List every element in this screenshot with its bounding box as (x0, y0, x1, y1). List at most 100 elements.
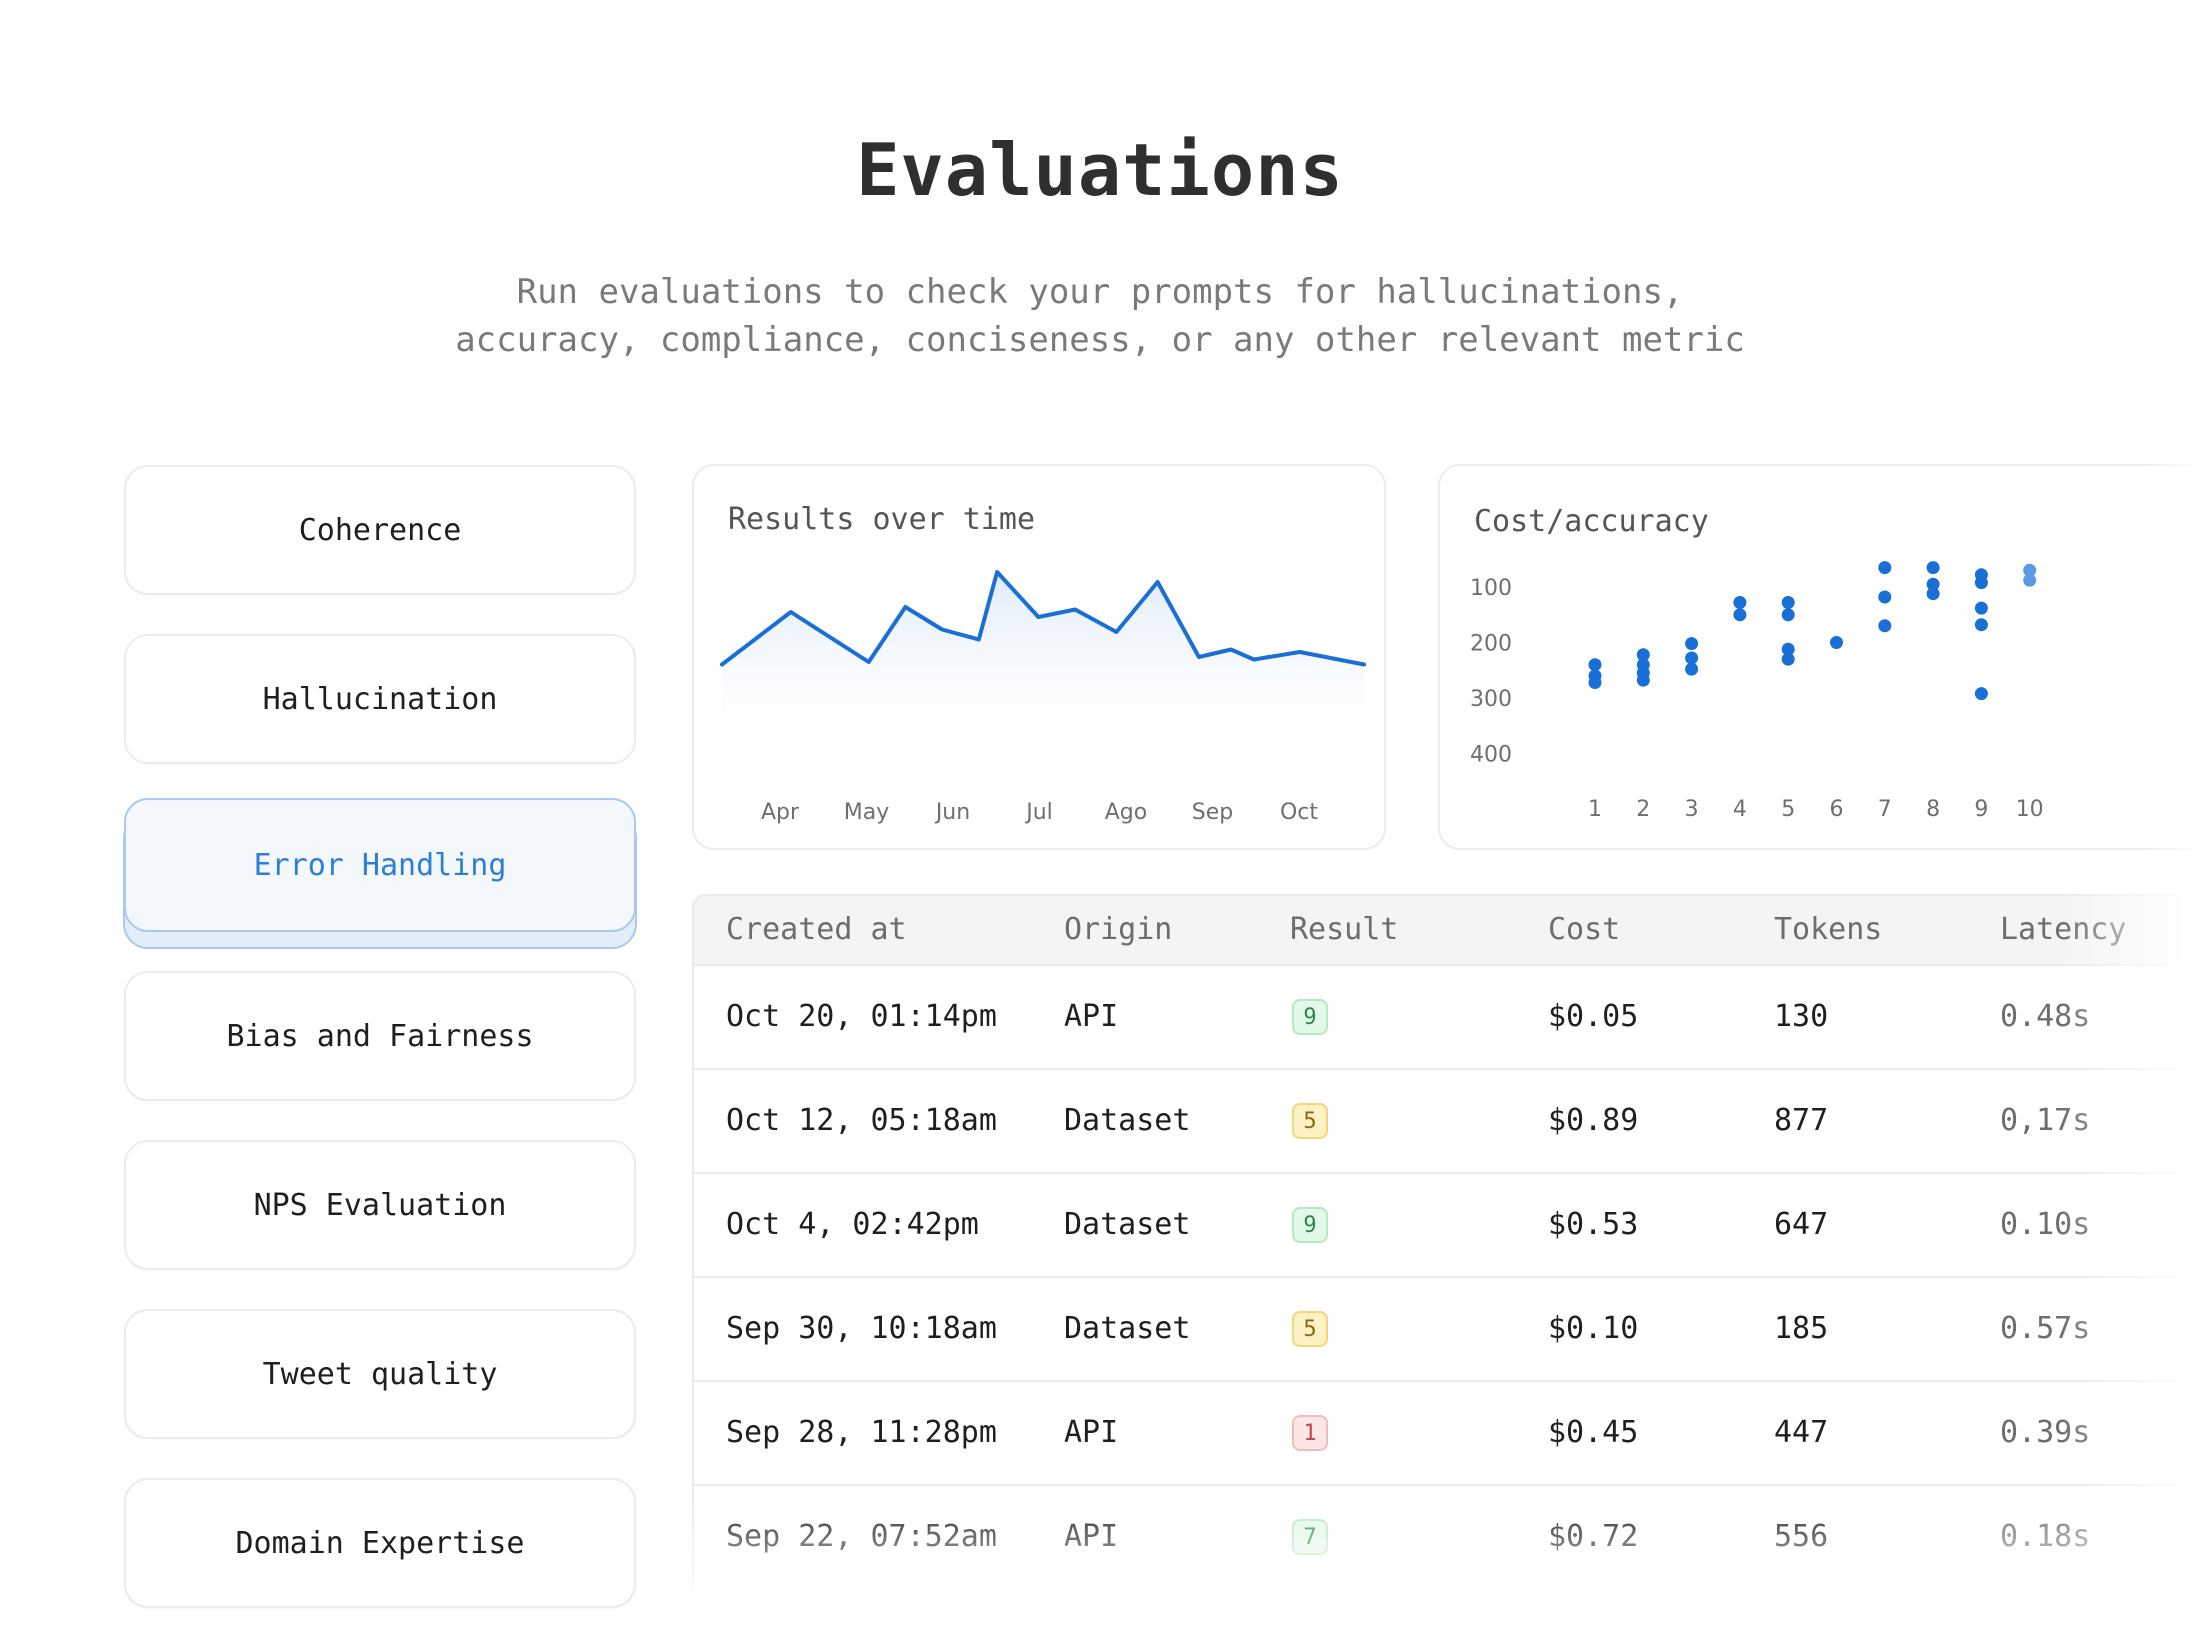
x-tick-label: Jun (934, 800, 970, 825)
result-badge: 7 (1292, 1519, 1328, 1555)
header-tokens[interactable]: Tokens (1774, 912, 1883, 947)
x-tick-label: 9 (1974, 797, 1988, 822)
scatter-point[interactable] (1733, 608, 1747, 622)
cell-created-at: Sep 28, 11:28pm (726, 1415, 997, 1450)
table-row[interactable]: Sep 30, 10:18am Dataset 5 $0.10 185 0.57… (692, 1278, 2200, 1382)
scatter-point[interactable] (1781, 596, 1795, 609)
scatter-point[interactable] (1733, 596, 1747, 609)
scatter-point[interactable] (2023, 563, 2037, 577)
scatter-point[interactable] (1974, 576, 1988, 590)
cell-cost: $0.72 (1548, 1519, 1639, 1554)
header-latency[interactable]: Latency (2000, 912, 2127, 947)
scatter-point[interactable] (1878, 590, 1892, 604)
x-tick-label: 8 (1926, 797, 1940, 822)
x-tick-label: 2 (1636, 797, 1650, 822)
eval-item-hallucination[interactable]: Hallucination (124, 634, 636, 764)
x-tick-label: 5 (1781, 797, 1795, 822)
header-origin[interactable]: Origin (1064, 912, 1173, 947)
cell-latency: 0.10s (2000, 1207, 2091, 1242)
x-tick-label: 6 (1830, 797, 1844, 822)
scatter-point[interactable] (1636, 673, 1650, 687)
scatter-point[interactable] (1685, 637, 1699, 651)
eval-item-label: Hallucination (262, 681, 498, 717)
scatter-point[interactable] (1926, 587, 1940, 601)
cell-cost: $0.10 (1548, 1311, 1639, 1346)
x-tick-label: Apr (761, 800, 800, 825)
scatter-point[interactable] (1781, 608, 1795, 622)
scatter-point[interactable] (2023, 573, 2037, 587)
x-tick-label: Sep (1192, 800, 1233, 825)
header-created-at[interactable]: Created at (726, 912, 907, 947)
scatter-point[interactable] (1781, 652, 1795, 666)
cell-origin: API (1064, 999, 1119, 1034)
x-tick-label: Jul (1024, 800, 1053, 825)
cell-cost: $0.45 (1548, 1415, 1639, 1450)
results-over-time-card: Results over time Apr May Jun Jul Ago Sep Oct (692, 464, 1386, 850)
eval-item-coherence[interactable]: Coherence (124, 465, 636, 595)
x-tick-label: 10 (2016, 797, 2044, 822)
scatter-point[interactable] (1685, 651, 1699, 665)
result-badge: 5 (1292, 1103, 1328, 1139)
cell-cost: $0.05 (1548, 999, 1639, 1034)
cell-tokens: 185 (1774, 1311, 1829, 1346)
cell-created-at: Sep 30, 10:18am (726, 1311, 997, 1346)
cell-tokens: 877 (1774, 1103, 1829, 1138)
x-tick-label: Ago (1105, 800, 1147, 825)
y-tick-label: 400 (1470, 743, 1512, 768)
eval-item-label: Error Handling (253, 847, 507, 883)
x-tick-label: 7 (1878, 797, 1892, 822)
scatter-chart-title: Cost/accuracy (1474, 504, 1709, 539)
cell-latency: 0.57s (2000, 1311, 2091, 1346)
evaluation-results-table: Created at Origin Result Cost Tokens Lat… (692, 894, 2200, 1642)
x-tick-label: 1 (1588, 797, 1602, 822)
x-tick-label: 3 (1685, 797, 1699, 822)
scatter-point[interactable] (1974, 601, 1988, 615)
scatter-point[interactable] (1588, 658, 1602, 672)
eval-item-error-handling[interactable]: Error Handling (124, 798, 636, 932)
result-badge: 9 (1292, 1207, 1328, 1243)
cell-tokens: 647 (1774, 1207, 1829, 1242)
scatter-point[interactable] (1878, 619, 1892, 633)
scatter-point[interactable] (1781, 642, 1795, 656)
results-line-chart: Apr May Jun Jul Ago Sep Oct (720, 570, 1366, 825)
subtitle-line-1: Run evaluations to check your prompts fo… (516, 272, 1684, 312)
scatter-point[interactable] (1974, 618, 1988, 632)
header-result[interactable]: Result (1290, 912, 1399, 947)
cost-accuracy-card: Cost/accuracy 100 200 300 400 1 2 3 4 5 6 7 8 9 10 (1438, 464, 2200, 850)
scatter-point[interactable] (1830, 636, 1843, 649)
cell-latency: 0.39s (2000, 1415, 2091, 1450)
x-tick-label: Oct (1280, 800, 1318, 825)
results-series-line (720, 570, 1366, 667)
scatter-point[interactable] (1636, 648, 1650, 662)
result-badge: 1 (1292, 1415, 1328, 1451)
scatter-point[interactable] (1878, 561, 1892, 575)
eval-item-nps-evaluation[interactable]: NPS Evaluation (124, 1140, 636, 1270)
scatter-point[interactable] (1926, 561, 1940, 575)
cost-accuracy-scatter-chart: 100 200 300 400 1 2 3 4 5 6 7 8 9 10 (1470, 561, 2044, 822)
cell-tokens: 447 (1774, 1415, 1829, 1450)
results-chart-title: Results over time (728, 502, 1036, 537)
table-header: Created at Origin Result Cost Tokens Lat… (692, 894, 2200, 966)
eval-item-tweet-quality[interactable]: Tweet quality (124, 1309, 636, 1439)
cell-tokens: 130 (1774, 999, 1829, 1034)
cell-created-at: Oct 12, 05:18am (726, 1103, 997, 1138)
cell-latency: 0.18s (2000, 1519, 2091, 1554)
x-tick-label: 4 (1733, 797, 1747, 822)
eval-item-domain-expertise[interactable]: Domain Expertise (124, 1478, 636, 1608)
scatter-point[interactable] (1974, 687, 1988, 701)
cell-origin: API (1064, 1415, 1119, 1450)
table-row[interactable]: Oct 4, 02:42pm Dataset 9 $0.53 647 0.10s (692, 1174, 2200, 1278)
page-title: Evaluations (856, 128, 1344, 212)
table-row[interactable]: Oct 20, 01:14pm API 9 $0.05 130 0.48s (692, 966, 2200, 1070)
header-cost[interactable]: Cost (1548, 912, 1621, 947)
scatter-point[interactable] (1926, 577, 1940, 591)
cell-latency: 0.48s (2000, 999, 2091, 1034)
scatter-point[interactable] (1588, 676, 1602, 689)
table-row[interactable]: Oct 12, 05:18am Dataset 5 $0.89 877 0,17… (692, 1070, 2200, 1174)
cell-origin: Dataset (1064, 1207, 1191, 1242)
page-subtitle: Run evaluations to check your prompts fo… (0, 268, 2200, 364)
scatter-point[interactable] (1685, 662, 1699, 676)
eval-item-bias-and-fairness[interactable]: Bias and Fairness (124, 971, 636, 1101)
table-row[interactable]: Sep 28, 11:28pm API 1 $0.45 447 0.39s (692, 1382, 2200, 1486)
table-row[interactable]: Sep 22, 07:52am API 7 $0.72 556 0.18s (692, 1486, 2200, 1590)
